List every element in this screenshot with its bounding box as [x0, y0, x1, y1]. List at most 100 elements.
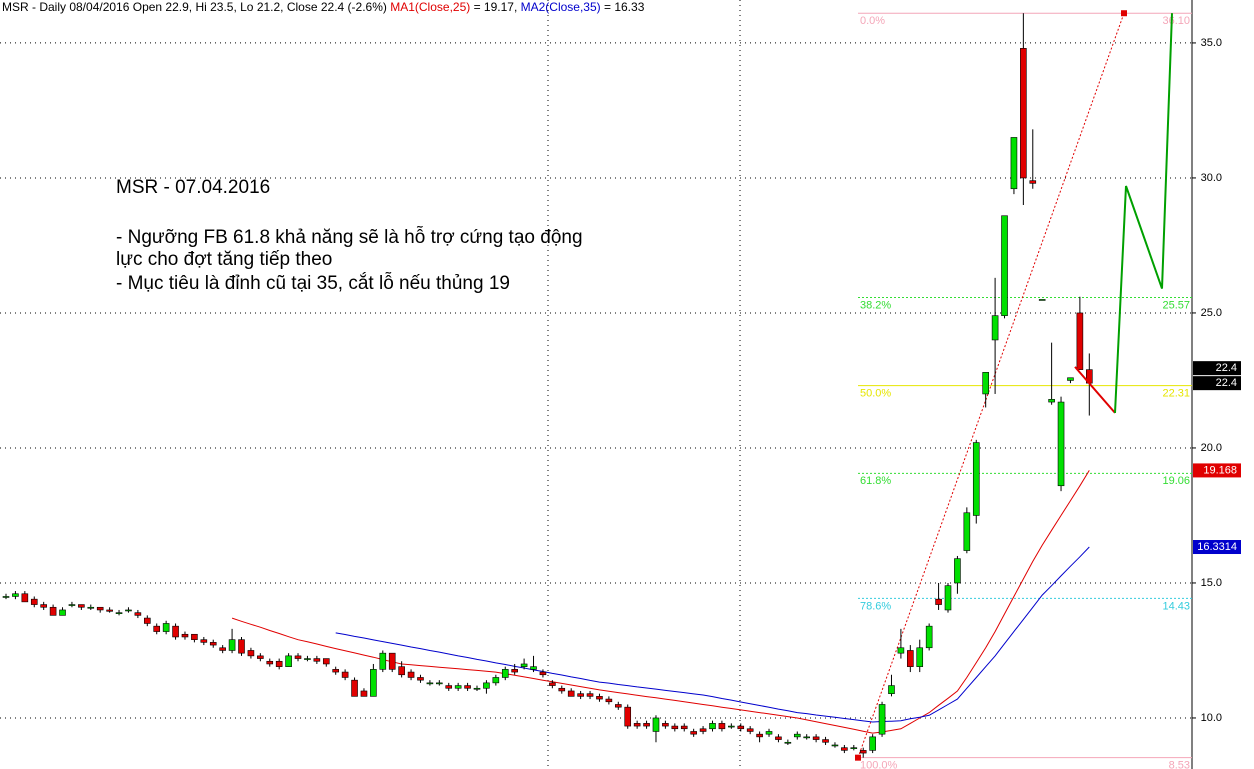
- candle-body: [1020, 48, 1027, 179]
- price-tag: [1193, 361, 1241, 376]
- y-tick-label: 15.0: [1201, 577, 1222, 589]
- ma-line: [335, 546, 1090, 723]
- candle-body: [643, 723, 650, 727]
- candle-body: [680, 725, 688, 730]
- candle-body: [539, 671, 547, 676]
- candle-body: [501, 669, 509, 678]
- candle-body: [709, 723, 716, 730]
- candle-body: [511, 669, 518, 673]
- candle-body: [360, 690, 368, 697]
- candle-body: [520, 663, 528, 667]
- candle-body: [59, 609, 66, 616]
- fib-value: 8.53: [1169, 760, 1190, 769]
- candle-body: [96, 606, 104, 611]
- candle-body: [1048, 399, 1055, 403]
- candle-body: [897, 647, 905, 654]
- candle-body: [699, 728, 707, 732]
- candle-body: [822, 739, 829, 743]
- candle-body: [407, 671, 415, 678]
- candle-body: [567, 690, 575, 697]
- candle-body: [577, 693, 584, 697]
- price-tag: [1193, 463, 1241, 478]
- candle-body: [115, 612, 123, 614]
- candle-body: [907, 650, 914, 667]
- candle-body: [181, 633, 189, 638]
- fib-value: 36.10: [1162, 15, 1190, 27]
- candle-body: [191, 633, 198, 640]
- projection-line: [1074, 366, 1116, 414]
- candle-body: [238, 639, 245, 654]
- candle-body: [596, 696, 603, 700]
- candle-body: [925, 625, 933, 649]
- candle-body: [812, 736, 820, 740]
- candle-body: [633, 723, 641, 727]
- fib-label: 38.2%: [860, 299, 891, 311]
- candle-body: [1076, 312, 1084, 370]
- candle-body: [40, 604, 47, 608]
- y-tick-label: 25.0: [1201, 307, 1222, 319]
- candle-body: [21, 593, 29, 603]
- annotation-line: - Mục tiêu là đỉnh cũ tại 35, cắt lỗ nếu…: [116, 272, 510, 294]
- candle-body: [68, 604, 76, 606]
- candle-body: [765, 731, 773, 735]
- annotation-line: lực cho đợt tăng tiếp theo: [116, 249, 332, 270]
- candle-body: [775, 736, 782, 740]
- candle-body: [954, 558, 961, 584]
- annotation-title: MSR - 07.04.2016: [116, 177, 270, 198]
- candle-body: [30, 598, 38, 605]
- header: MSR - Daily 08/04/2016 Open 22.9, Hi 23.…: [2, 0, 645, 14]
- candle-body: [398, 666, 405, 676]
- candle-body: [888, 685, 895, 694]
- projection-line: [1114, 13, 1173, 413]
- candle-body: [746, 728, 754, 732]
- candle-body: [454, 685, 462, 689]
- y-tick-label: 10.0: [1201, 712, 1222, 724]
- candle-body: [12, 593, 19, 597]
- candle-body: [605, 698, 613, 703]
- candle-body: [859, 750, 867, 754]
- candle-body: [1010, 137, 1018, 190]
- candle-body: [266, 660, 274, 665]
- candle-body: [332, 669, 340, 673]
- candle-body: [1001, 215, 1008, 316]
- candle-body: [558, 687, 566, 692]
- candle-body: [351, 679, 358, 697]
- candle-body: [144, 617, 151, 624]
- candle-body: [549, 682, 556, 686]
- fib-value: 22.31: [1162, 387, 1190, 399]
- candle-body: [1057, 401, 1065, 487]
- candle-body: [294, 655, 302, 659]
- price-tag-label: 19.168: [1203, 464, 1237, 476]
- y-tick-label: 35.0: [1201, 37, 1222, 49]
- candle-body: [935, 598, 942, 605]
- fib-value: 14.43: [1162, 600, 1190, 612]
- candle-body: [49, 606, 57, 616]
- price-tag: [1193, 376, 1241, 391]
- candle-body: [982, 372, 989, 395]
- candle-body: [106, 609, 113, 612]
- candle-body: [614, 704, 622, 708]
- fib-anchor: [855, 754, 861, 761]
- candle-body: [652, 717, 660, 732]
- header-part: MSR - Daily 08/04/2016 Open 22.9, Hi 23.…: [2, 0, 390, 14]
- candle-body: [379, 652, 387, 670]
- candle-body: [624, 706, 632, 727]
- candle-body: [125, 609, 132, 612]
- candle-body: [671, 725, 679, 730]
- ma-line: [231, 470, 1090, 734]
- candle-body: [784, 741, 792, 744]
- y-tick-label: 20.0: [1201, 442, 1222, 454]
- candle-body: [963, 512, 971, 551]
- header-part: MA2(Close,35): [521, 0, 601, 14]
- candle-body: [228, 639, 236, 651]
- candle-body: [850, 747, 858, 749]
- candle-body: [662, 723, 669, 727]
- candle-body: [1029, 180, 1037, 184]
- candle-body: [803, 736, 811, 739]
- candle-body: [162, 623, 170, 632]
- annotation-line: - Ngưỡng FB 61.8 khả năng sẽ là hỗ trợ c…: [116, 226, 583, 248]
- candle-body: [134, 612, 142, 616]
- price-tag-label: 22.4: [1216, 377, 1237, 389]
